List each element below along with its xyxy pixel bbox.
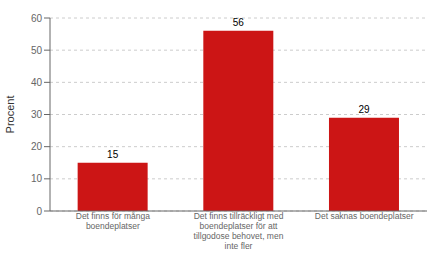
svg-text:60: 60: [31, 13, 43, 24]
svg-text:10: 10: [31, 173, 43, 184]
svg-text:0: 0: [36, 206, 42, 217]
svg-text:50: 50: [31, 45, 43, 56]
svg-text:30: 30: [31, 109, 43, 120]
svg-text:20: 20: [31, 141, 43, 152]
svg-text:Procent: Procent: [8, 96, 16, 134]
svg-text:Det finns tillräckligt medboen: Det finns tillräckligt medboendeplatser …: [194, 211, 284, 251]
svg-text:56: 56: [233, 17, 245, 28]
svg-text:29: 29: [358, 104, 370, 115]
svg-text:15: 15: [107, 149, 119, 160]
svg-text:Det finns för mångaboendeplats: Det finns för mångaboendeplatser: [76, 211, 150, 231]
svg-text:40: 40: [31, 77, 43, 88]
svg-text:Det saknas boendeplatser: Det saknas boendeplatser: [315, 211, 414, 221]
